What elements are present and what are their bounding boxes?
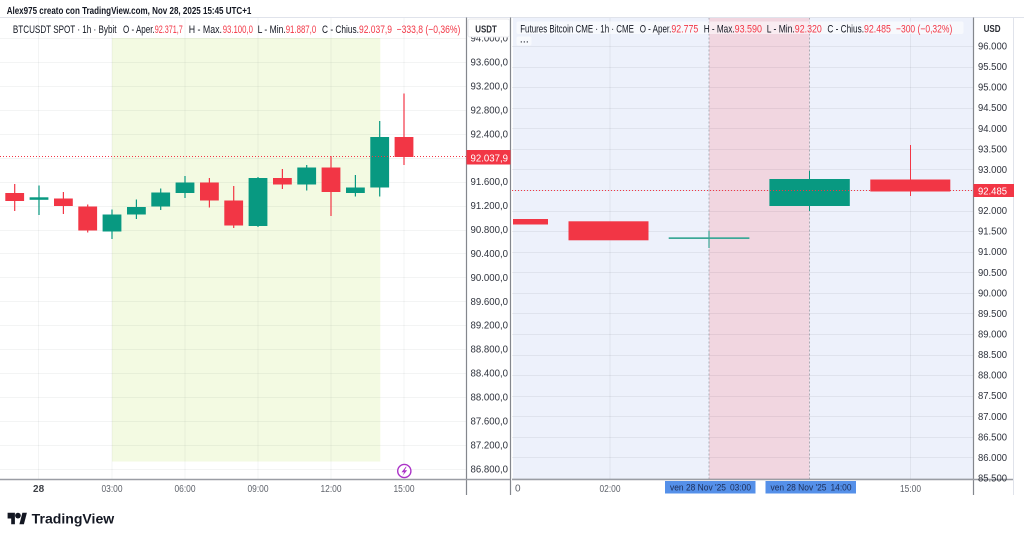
svg-text:09:00: 09:00 (248, 484, 269, 495)
svg-text:92.400,0: 92.400,0 (471, 129, 509, 140)
svg-text:85.500: 85.500 (978, 474, 1007, 485)
svg-text:90.000,0: 90.000,0 (471, 273, 509, 284)
svg-text:02:00: 02:00 (600, 484, 621, 495)
svg-text:TradingView: TradingView (32, 511, 115, 526)
svg-text:90.500: 90.500 (978, 268, 1007, 279)
svg-text:L - Min.: L - Min. (258, 24, 286, 36)
svg-text:93.600,0: 93.600,0 (471, 58, 509, 69)
svg-text:−300 (−0,32%): −300 (−0,32%) (896, 24, 952, 36)
svg-text:86.800,0: 86.800,0 (471, 464, 509, 475)
svg-text:87.200,0: 87.200,0 (471, 440, 509, 451)
svg-text:0: 0 (515, 484, 521, 495)
svg-text:92.037,9: 92.037,9 (359, 24, 392, 36)
svg-text:94.000: 94.000 (978, 124, 1007, 135)
svg-text:93.000: 93.000 (978, 165, 1007, 176)
svg-text:BTCUSDT SPOT · 1h · Bybit: BTCUSDT SPOT · 1h · Bybit (13, 24, 117, 36)
svg-text:86.500: 86.500 (978, 432, 1007, 443)
svg-text:06:00: 06:00 (175, 484, 196, 495)
svg-text:89.600,0: 89.600,0 (471, 297, 509, 308)
svg-text:...: ... (520, 34, 529, 46)
svg-text:O - Aper.: O - Aper. (123, 24, 155, 36)
svg-text:89.000: 89.000 (978, 330, 1007, 341)
svg-text:89.200,0: 89.200,0 (471, 321, 509, 332)
svg-text:95.500: 95.500 (978, 62, 1007, 73)
svg-text:91.000: 91.000 (978, 247, 1007, 258)
svg-text:92.371,7: 92.371,7 (155, 24, 183, 36)
svg-text:14:00: 14:00 (831, 483, 852, 494)
svg-text:92.037,9: 92.037,9 (471, 154, 509, 165)
svg-text:91.887,0: 91.887,0 (286, 24, 317, 36)
svg-text:03:00: 03:00 (102, 484, 123, 495)
svg-text:88.000,0: 88.000,0 (471, 393, 509, 404)
svg-text:94.000,0: 94.000,0 (471, 34, 509, 45)
svg-text:90.400,0: 90.400,0 (471, 249, 509, 260)
svg-text:ven 28 Nov '25: ven 28 Nov '25 (670, 483, 726, 494)
svg-text:12:00: 12:00 (321, 484, 342, 495)
svg-text:H - Max.: H - Max. (704, 24, 735, 36)
svg-text:88.400,0: 88.400,0 (471, 369, 509, 380)
svg-text:92.485: 92.485 (864, 24, 891, 36)
svg-text:88.800,0: 88.800,0 (471, 345, 509, 356)
svg-text:91.600,0: 91.600,0 (471, 177, 509, 188)
svg-text:15:00: 15:00 (900, 484, 921, 495)
svg-text:87.500: 87.500 (978, 391, 1007, 402)
svg-text:92.000: 92.000 (978, 206, 1007, 217)
svg-text:88.500: 88.500 (978, 350, 1007, 361)
svg-text:03:00: 03:00 (730, 483, 751, 494)
svg-text:93.590: 93.590 (735, 24, 762, 36)
svg-text:92.775: 92.775 (671, 24, 698, 36)
svg-text:92.485: 92.485 (978, 187, 1007, 198)
svg-text:15:00: 15:00 (394, 484, 415, 495)
svg-text:87.000: 87.000 (978, 412, 1007, 423)
svg-text:90.000: 90.000 (978, 288, 1007, 299)
svg-text:90.800,0: 90.800,0 (471, 225, 509, 236)
svg-text:92.320: 92.320 (795, 24, 822, 36)
svg-text:C - Chius.: C - Chius. (827, 24, 864, 36)
svg-text:Futures Bitcoin CME · 1h · CME: Futures Bitcoin CME · 1h · CME (520, 24, 634, 36)
svg-text:O - Aper.: O - Aper. (640, 24, 672, 36)
svg-text:95.000: 95.000 (978, 83, 1007, 94)
svg-text:88.000: 88.000 (978, 371, 1007, 382)
svg-text:28: 28 (33, 484, 45, 495)
svg-text:93.500: 93.500 (978, 144, 1007, 155)
svg-text:93.200,0: 93.200,0 (471, 81, 509, 92)
svg-text:ven 28 Nov '25: ven 28 Nov '25 (771, 483, 827, 494)
svg-text:USDT: USDT (475, 25, 497, 36)
svg-text:Alex975 creato con TradingView: Alex975 creato con TradingView.com, Nov … (7, 6, 252, 17)
svg-text:91.200,0: 91.200,0 (471, 201, 509, 212)
svg-text:86.000: 86.000 (978, 453, 1007, 464)
svg-text:L - Min.: L - Min. (767, 24, 795, 36)
svg-text:96.000: 96.000 (978, 42, 1007, 53)
svg-text:−333,8 (−0,36%): −333,8 (−0,36%) (397, 24, 461, 36)
svg-text:93.100,0: 93.100,0 (223, 24, 253, 36)
svg-text:87.600,0: 87.600,0 (471, 416, 509, 427)
svg-text:H - Max.: H - Max. (189, 24, 222, 36)
svg-text:91.500: 91.500 (978, 227, 1007, 238)
svg-text:89.500: 89.500 (978, 309, 1007, 320)
svg-text:94.500: 94.500 (978, 103, 1007, 114)
svg-text:C - Chius.: C - Chius. (322, 24, 359, 36)
svg-text:92.800,0: 92.800,0 (471, 105, 509, 116)
svg-text:USD: USD (984, 24, 1001, 35)
